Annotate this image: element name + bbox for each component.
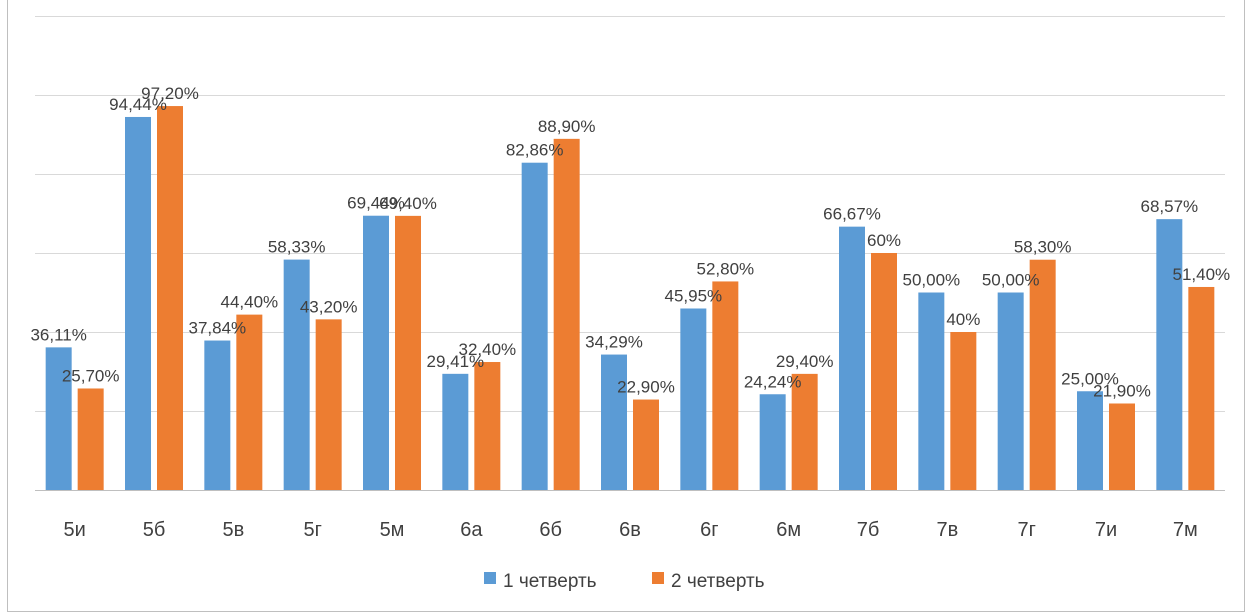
bar-series-1-5г — [283, 259, 310, 490]
x-tick-label: 5б — [143, 519, 166, 541]
data-label-series-2: 22,90% — [617, 378, 675, 397]
data-label-series-2: 32,40% — [458, 340, 516, 359]
data-label-series-2: 44,40% — [220, 293, 278, 312]
bar-series-1-6б — [521, 162, 548, 490]
data-label-series-2: 60% — [867, 231, 901, 250]
x-tick-label: 6в — [619, 519, 641, 541]
data-label-series-1: 69,44% — [347, 194, 405, 213]
bar-series-2-7и — [1109, 403, 1135, 490]
bar-series-2-6б — [553, 138, 580, 490]
bars — [45, 106, 1215, 490]
data-label-series-1: 29,41% — [426, 352, 484, 371]
data-label-series-1: 66,67% — [823, 205, 881, 224]
bar-series-1-6г — [680, 308, 707, 490]
data-label-series-2: 25,70% — [62, 366, 120, 385]
x-tick-label: 6м — [776, 519, 801, 541]
data-label-series-1: 45,95% — [664, 286, 722, 305]
bar-series-2-5и — [77, 388, 104, 490]
legend-label-series-1: 1 четверть — [503, 571, 597, 592]
x-tick-label: 5м — [380, 519, 405, 541]
bar-series-2-6в — [633, 399, 659, 490]
x-tick-label: 7и — [1095, 519, 1117, 541]
bar-series-2-5г — [315, 319, 342, 490]
data-label-series-2: 51,40% — [1172, 265, 1230, 284]
bar-series-2-5в — [236, 314, 263, 490]
data-label-series-1: 25,00% — [1061, 369, 1119, 388]
bar-series-1-7г — [997, 292, 1024, 490]
x-tick-label: 5и — [64, 519, 86, 541]
bar-series-2-5б — [157, 106, 183, 490]
x-tick-label: 7г — [1017, 519, 1035, 541]
data-label-series-2: 58,30% — [1014, 238, 1072, 257]
data-label-series-1: 50,00% — [902, 271, 960, 290]
data-label-series-1: 94,44% — [109, 95, 167, 114]
data-label-series-2: 43,20% — [300, 297, 358, 316]
bar-series-2-6м — [791, 373, 818, 490]
bar-series-2-7б — [871, 253, 897, 490]
bar-series-1-7и — [1077, 391, 1103, 490]
bar-series-1-7в — [918, 292, 945, 490]
data-label-series-2: 40% — [946, 310, 980, 329]
bar-series-2-6г — [712, 281, 739, 490]
bar-series-1-5м — [363, 215, 389, 490]
bar-series-2-5м — [395, 215, 421, 490]
x-tick-label: 5г — [303, 519, 321, 541]
bar-series-2-7г — [1029, 259, 1056, 490]
legend-label-series-2: 2 четверть — [671, 571, 765, 592]
bar-series-1-5в — [204, 340, 231, 490]
data-label-series-2: 29,40% — [776, 352, 834, 371]
x-tick-label: 6б — [539, 519, 562, 541]
bar-series-1-6а — [442, 373, 469, 490]
chart-frame — [7, 0, 1245, 612]
bar-series-1-7м — [1156, 219, 1183, 490]
data-label-series-2: 69,40% — [379, 194, 437, 213]
legend-swatch-series-2 — [652, 572, 664, 584]
data-label-series-1: 82,86% — [506, 141, 564, 160]
bar-series-2-7м — [1188, 286, 1215, 490]
x-axis-ticks: 5и 5б 5в 5г 5м 6а 6б 6в 6г 6м 7б 7в 7г 7и 7м — [64, 519, 1198, 541]
bar-series-1-6в — [601, 354, 627, 490]
data-labels: 36,11% 94,44% 37,84% 58,33% 69,44% 29,41% 82,8… — [30, 84, 1230, 400]
data-label-series-1: 50,00% — [982, 271, 1040, 290]
x-tick-label: 7м — [1173, 519, 1198, 541]
x-tick-label: 7б — [857, 519, 880, 541]
data-label-series-2: 52,80% — [696, 259, 754, 278]
data-label-series-1: 58,33% — [268, 238, 326, 257]
gridlines — [35, 16, 1225, 491]
x-tick-label: 7в — [936, 519, 958, 541]
bar-series-1-5б — [125, 116, 151, 490]
data-label-series-1: 68,57% — [1140, 197, 1198, 216]
legend: 1 четверть 2 четверть — [484, 571, 765, 592]
data-label-series-1: 34,29% — [585, 333, 643, 352]
data-label-series-2: 88,90% — [538, 117, 596, 136]
data-label-series-1: 37,84% — [188, 319, 246, 338]
legend-swatch-series-1 — [484, 572, 496, 584]
bar-series-1-6м — [759, 394, 786, 490]
bar-series-2-6а — [474, 362, 501, 490]
x-tick-label: 6г — [700, 519, 718, 541]
bar-series-1-7б — [839, 226, 865, 490]
data-label-series-2: 97,20% — [141, 84, 199, 103]
data-label-series-1: 24,24% — [744, 372, 802, 391]
bar-series-1-5и — [45, 347, 72, 490]
bar-series-2-7в — [950, 332, 977, 490]
data-label-series-2: 21,90% — [1093, 381, 1151, 400]
x-tick-label: 6а — [460, 519, 483, 541]
data-label-series-1: 36,11% — [30, 325, 86, 344]
x-tick-label: 5в — [222, 519, 244, 541]
